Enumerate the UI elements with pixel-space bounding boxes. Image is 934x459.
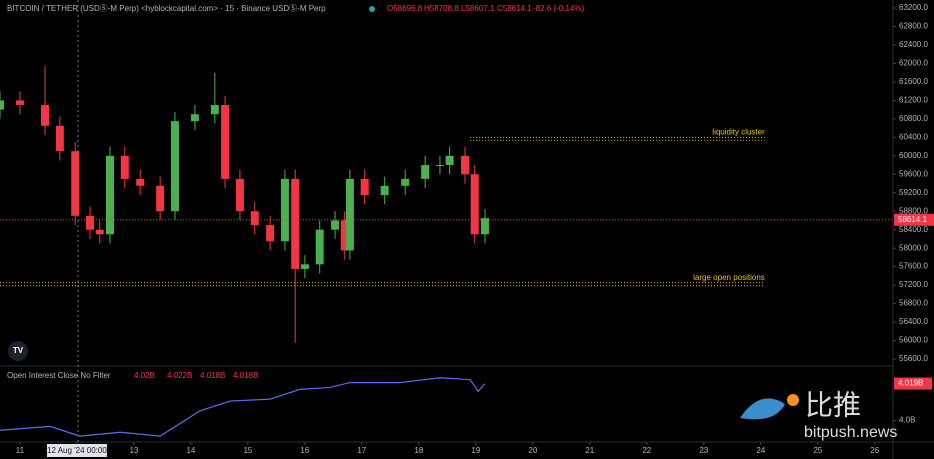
candle-body [55, 125, 64, 152]
candle-body [120, 155, 129, 179]
x-tick-label: 26 [870, 446, 879, 455]
y-tick-label: 61600.0 [899, 77, 928, 86]
x-tick-label: 15 [243, 446, 252, 455]
x-tick-label: 17 [357, 446, 366, 455]
x-tick-label: 19 [471, 446, 480, 455]
level-label: liquidity cluster [712, 127, 765, 136]
oi-last-box [894, 377, 932, 390]
y-tick-label: 59600.0 [899, 169, 928, 178]
candle-body [170, 121, 179, 212]
y-tick-label: 60400.0 [899, 132, 928, 141]
y-tick-label: 62000.0 [899, 59, 928, 68]
status-dot [369, 6, 375, 12]
y-tick-label: 57600.0 [899, 262, 928, 271]
candle-body [340, 220, 349, 251]
level-label: large open positions [693, 273, 765, 282]
candle-body [250, 211, 259, 226]
candle-body [105, 155, 114, 235]
candle-body [86, 215, 95, 230]
y-tick-label: 60800.0 [899, 114, 928, 123]
ohlc-low: L58607.1 [461, 4, 495, 13]
x-tick-label: 14 [186, 446, 195, 455]
x-tick-label: 16 [300, 446, 309, 455]
watermark: 比推 bitpush.news [740, 389, 897, 441]
ohlc-high: H58708.8 [424, 4, 459, 13]
indicator-title: Open Interest Close No Filter [7, 371, 111, 380]
x-tick-label: 22 [642, 446, 651, 455]
x-tick-label: 13 [129, 446, 138, 455]
candle-body [235, 178, 244, 212]
y-tick-label: 61200.0 [899, 95, 928, 104]
crosshair-label-box [46, 444, 107, 457]
y-tick-label: 62400.0 [899, 40, 928, 49]
candle-body [315, 229, 324, 265]
indicator-value: 4.018B [200, 371, 225, 380]
candle-body [461, 155, 470, 175]
y-tick-label: 57200.0 [899, 280, 928, 289]
svg-text:TV: TV [13, 346, 24, 355]
y-tick-label: 59200.0 [899, 188, 928, 197]
candle-body [435, 165, 444, 167]
y-tick-label: 55600.0 [899, 354, 928, 363]
candle-body [266, 225, 275, 242]
y-tick-label: 62800.0 [899, 22, 928, 31]
y-tick-label: 56800.0 [899, 299, 928, 308]
candle-body [136, 178, 145, 186]
candle-body [15, 100, 24, 105]
last-price-box [894, 213, 934, 226]
indicator-value: 4.02B [134, 371, 155, 380]
candle-body [221, 104, 230, 179]
oi-last-label: 4.019B [898, 379, 923, 388]
y-tick-label: 4.0B [899, 416, 915, 425]
candle-body [71, 151, 80, 216]
indicator-value: 4.018B [233, 371, 258, 380]
candle-body [331, 220, 340, 230]
candle-body [280, 178, 289, 242]
x-tick-label: 24 [756, 446, 765, 455]
x-tick-label: 23 [699, 446, 708, 455]
candle-body [210, 104, 219, 115]
candle-body [401, 178, 410, 186]
ohlc-change: -82.6 (-0.14%) [533, 4, 584, 13]
y-tick-label: 58400.0 [899, 225, 928, 234]
candle-body [421, 165, 430, 179]
y-tick-label: 58000.0 [899, 243, 928, 252]
candle-body [345, 178, 354, 251]
x-tick-label: 18 [414, 446, 423, 455]
watermark-cn: 比推 [805, 389, 861, 420]
candle-body [480, 218, 489, 235]
candle-body [470, 174, 479, 235]
x-tick-label: 21 [585, 446, 594, 455]
oi-line [0, 377, 486, 437]
y-tick-label: 63200.0 [899, 3, 928, 12]
candle-body [360, 178, 369, 196]
y-tick-label: 56400.0 [899, 317, 928, 326]
candle-body [291, 178, 300, 269]
last-price-label: 58614.1 [898, 215, 927, 224]
y-tick-label: 60000.0 [899, 151, 928, 160]
candle-body [156, 185, 165, 212]
candle-body [300, 264, 309, 269]
candle-body [190, 114, 199, 122]
watermark-site: bitpush.news [804, 424, 897, 441]
x-tick-label: 12 Aug '24 00:00 [47, 446, 107, 455]
x-tick-label: 11 [16, 446, 25, 455]
x-tick-label: 20 [528, 446, 537, 455]
candle-body [445, 155, 454, 166]
indicator-value: 4.022B [167, 371, 192, 380]
ohlc-open: O58696.8 [387, 4, 423, 13]
x-tick-label: 25 [813, 446, 822, 455]
candle-body [380, 185, 389, 196]
ohlc-close: C58614.1 [497, 4, 532, 13]
symbol-title: BITCOIN / TETHER (USDⓈ-M Perp) <hyblockc… [7, 4, 326, 13]
candle-body [95, 229, 104, 235]
tv-logo: TV [8, 341, 28, 361]
candle-body [41, 104, 50, 126]
y-tick-label: 56000.0 [899, 336, 928, 345]
y-tick-label: 58800.0 [899, 206, 928, 215]
candle-body [0, 100, 4, 110]
